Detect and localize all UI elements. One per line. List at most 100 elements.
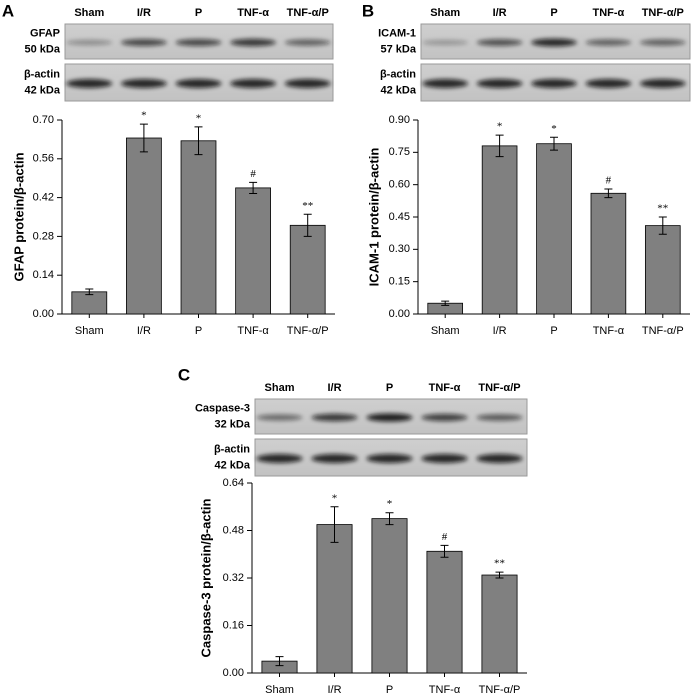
x-tick-label: I/R [137, 325, 151, 337]
blot-row-size: 32 kDa [215, 418, 251, 430]
y-tick-label: 0.14 [33, 269, 54, 281]
blot-band [256, 414, 303, 421]
bar [371, 518, 408, 674]
lane-label: TNF-α [592, 7, 624, 19]
y-tick-label: 0.56 [33, 153, 54, 165]
blot-band [120, 39, 167, 46]
blot-band [422, 79, 469, 88]
lane-label: Sham [430, 7, 460, 19]
y-tick-label: 0.30 [389, 243, 410, 255]
blot-band [230, 79, 277, 88]
y-tick-label: 0.00 [389, 308, 410, 320]
significance-marker: * [332, 492, 338, 504]
bar [180, 140, 217, 315]
blot-band [639, 79, 686, 88]
blot-band [284, 79, 331, 88]
y-tick-label: 0.70 [33, 114, 54, 126]
error-bar [139, 123, 148, 153]
lane-label: Sham [265, 382, 295, 394]
blot-band [421, 413, 468, 422]
error-bar [440, 544, 449, 558]
x-tick-label: I/R [493, 325, 507, 337]
error-bar [495, 571, 504, 579]
significance-marker: # [250, 168, 256, 180]
x-tick-label: I/R [327, 684, 341, 695]
y-tick-label: 0.15 [389, 276, 410, 288]
blot-row-label: Caspase-3 [195, 402, 250, 414]
lane-label: TNF-α [237, 7, 269, 19]
y-tick-label: 0.64 [223, 477, 244, 489]
blot-band [585, 39, 632, 46]
bar [590, 192, 627, 315]
blot-row-label: β-actin [214, 443, 250, 455]
significance-marker: # [442, 531, 448, 543]
lane-label: I/R [327, 382, 341, 394]
significance-marker: ** [494, 558, 505, 570]
bar [481, 145, 518, 315]
significance-marker: * [551, 123, 557, 135]
y-tick-label: 0.45 [389, 211, 410, 223]
blot-band [366, 413, 413, 422]
y-axis-label: GFAP protein/β-actin [11, 152, 26, 281]
x-tick-label: TNF-α [593, 325, 625, 337]
lane-label: TNF-α [429, 382, 461, 394]
blot-row-size: 50 kDa [25, 43, 61, 55]
x-tick-label: Sham [431, 325, 460, 337]
error-bar [249, 181, 258, 194]
blot-band [66, 79, 113, 88]
blot-band [175, 39, 222, 46]
y-tick-label: 0.32 [223, 572, 244, 584]
blot-row-label: β-actin [380, 68, 416, 80]
x-tick-label: TNF-α/P [479, 684, 521, 695]
error-bar [658, 216, 667, 235]
blot-band [476, 79, 523, 88]
bar [536, 143, 572, 315]
x-tick-label: P [550, 325, 557, 337]
bar [481, 574, 518, 674]
blot-row-label: β-actin [24, 68, 60, 80]
lane-label: P [195, 7, 202, 19]
lane-label: TNF-α/P [642, 7, 684, 19]
blot-band [531, 79, 577, 88]
x-tick-label: TNF-α/P [642, 325, 684, 337]
blot-row-size: 42 kDa [215, 459, 251, 471]
error-bar [303, 213, 312, 237]
panel-label: A [2, 1, 14, 20]
blot-band [311, 454, 358, 463]
y-axis-label: Caspase-3 protein/β-actin [198, 498, 213, 657]
significance-marker: * [387, 498, 393, 510]
y-tick-label: 0.90 [389, 114, 410, 126]
blot-band [639, 39, 686, 46]
blot-band [284, 39, 331, 46]
bar [316, 524, 353, 674]
blot-band [175, 79, 222, 88]
x-tick-label: TNF-α [429, 684, 461, 695]
blot-band [256, 454, 303, 463]
y-tick-label: 0.48 [223, 524, 244, 536]
significance-marker: # [606, 175, 612, 187]
lane-label: Sham [74, 7, 104, 19]
error-bar [495, 134, 504, 158]
blot-band [66, 39, 113, 46]
blot-row-size: 42 kDa [381, 84, 417, 96]
bar [235, 187, 271, 315]
blot-band [476, 39, 523, 46]
error-bar [550, 136, 558, 151]
significance-marker: * [141, 110, 147, 122]
blot-band [422, 39, 469, 46]
blot-row-label: ICAM-1 [378, 27, 416, 39]
blot-band [120, 79, 167, 88]
y-tick-label: 0.60 [389, 179, 410, 191]
y-tick-label: 0.28 [33, 230, 54, 242]
significance-marker: ** [302, 200, 313, 212]
error-bar [330, 506, 339, 543]
blot-band [585, 79, 632, 88]
blot-band [421, 454, 468, 463]
y-tick-label: 0.00 [33, 308, 54, 320]
y-axis-label: ICAM-1 protein/β-actin [366, 148, 381, 287]
blot-band [476, 414, 523, 421]
lane-label: TNF-α/P [478, 382, 520, 394]
error-bar [604, 188, 613, 199]
blot-band [476, 454, 523, 463]
bar [426, 550, 463, 674]
